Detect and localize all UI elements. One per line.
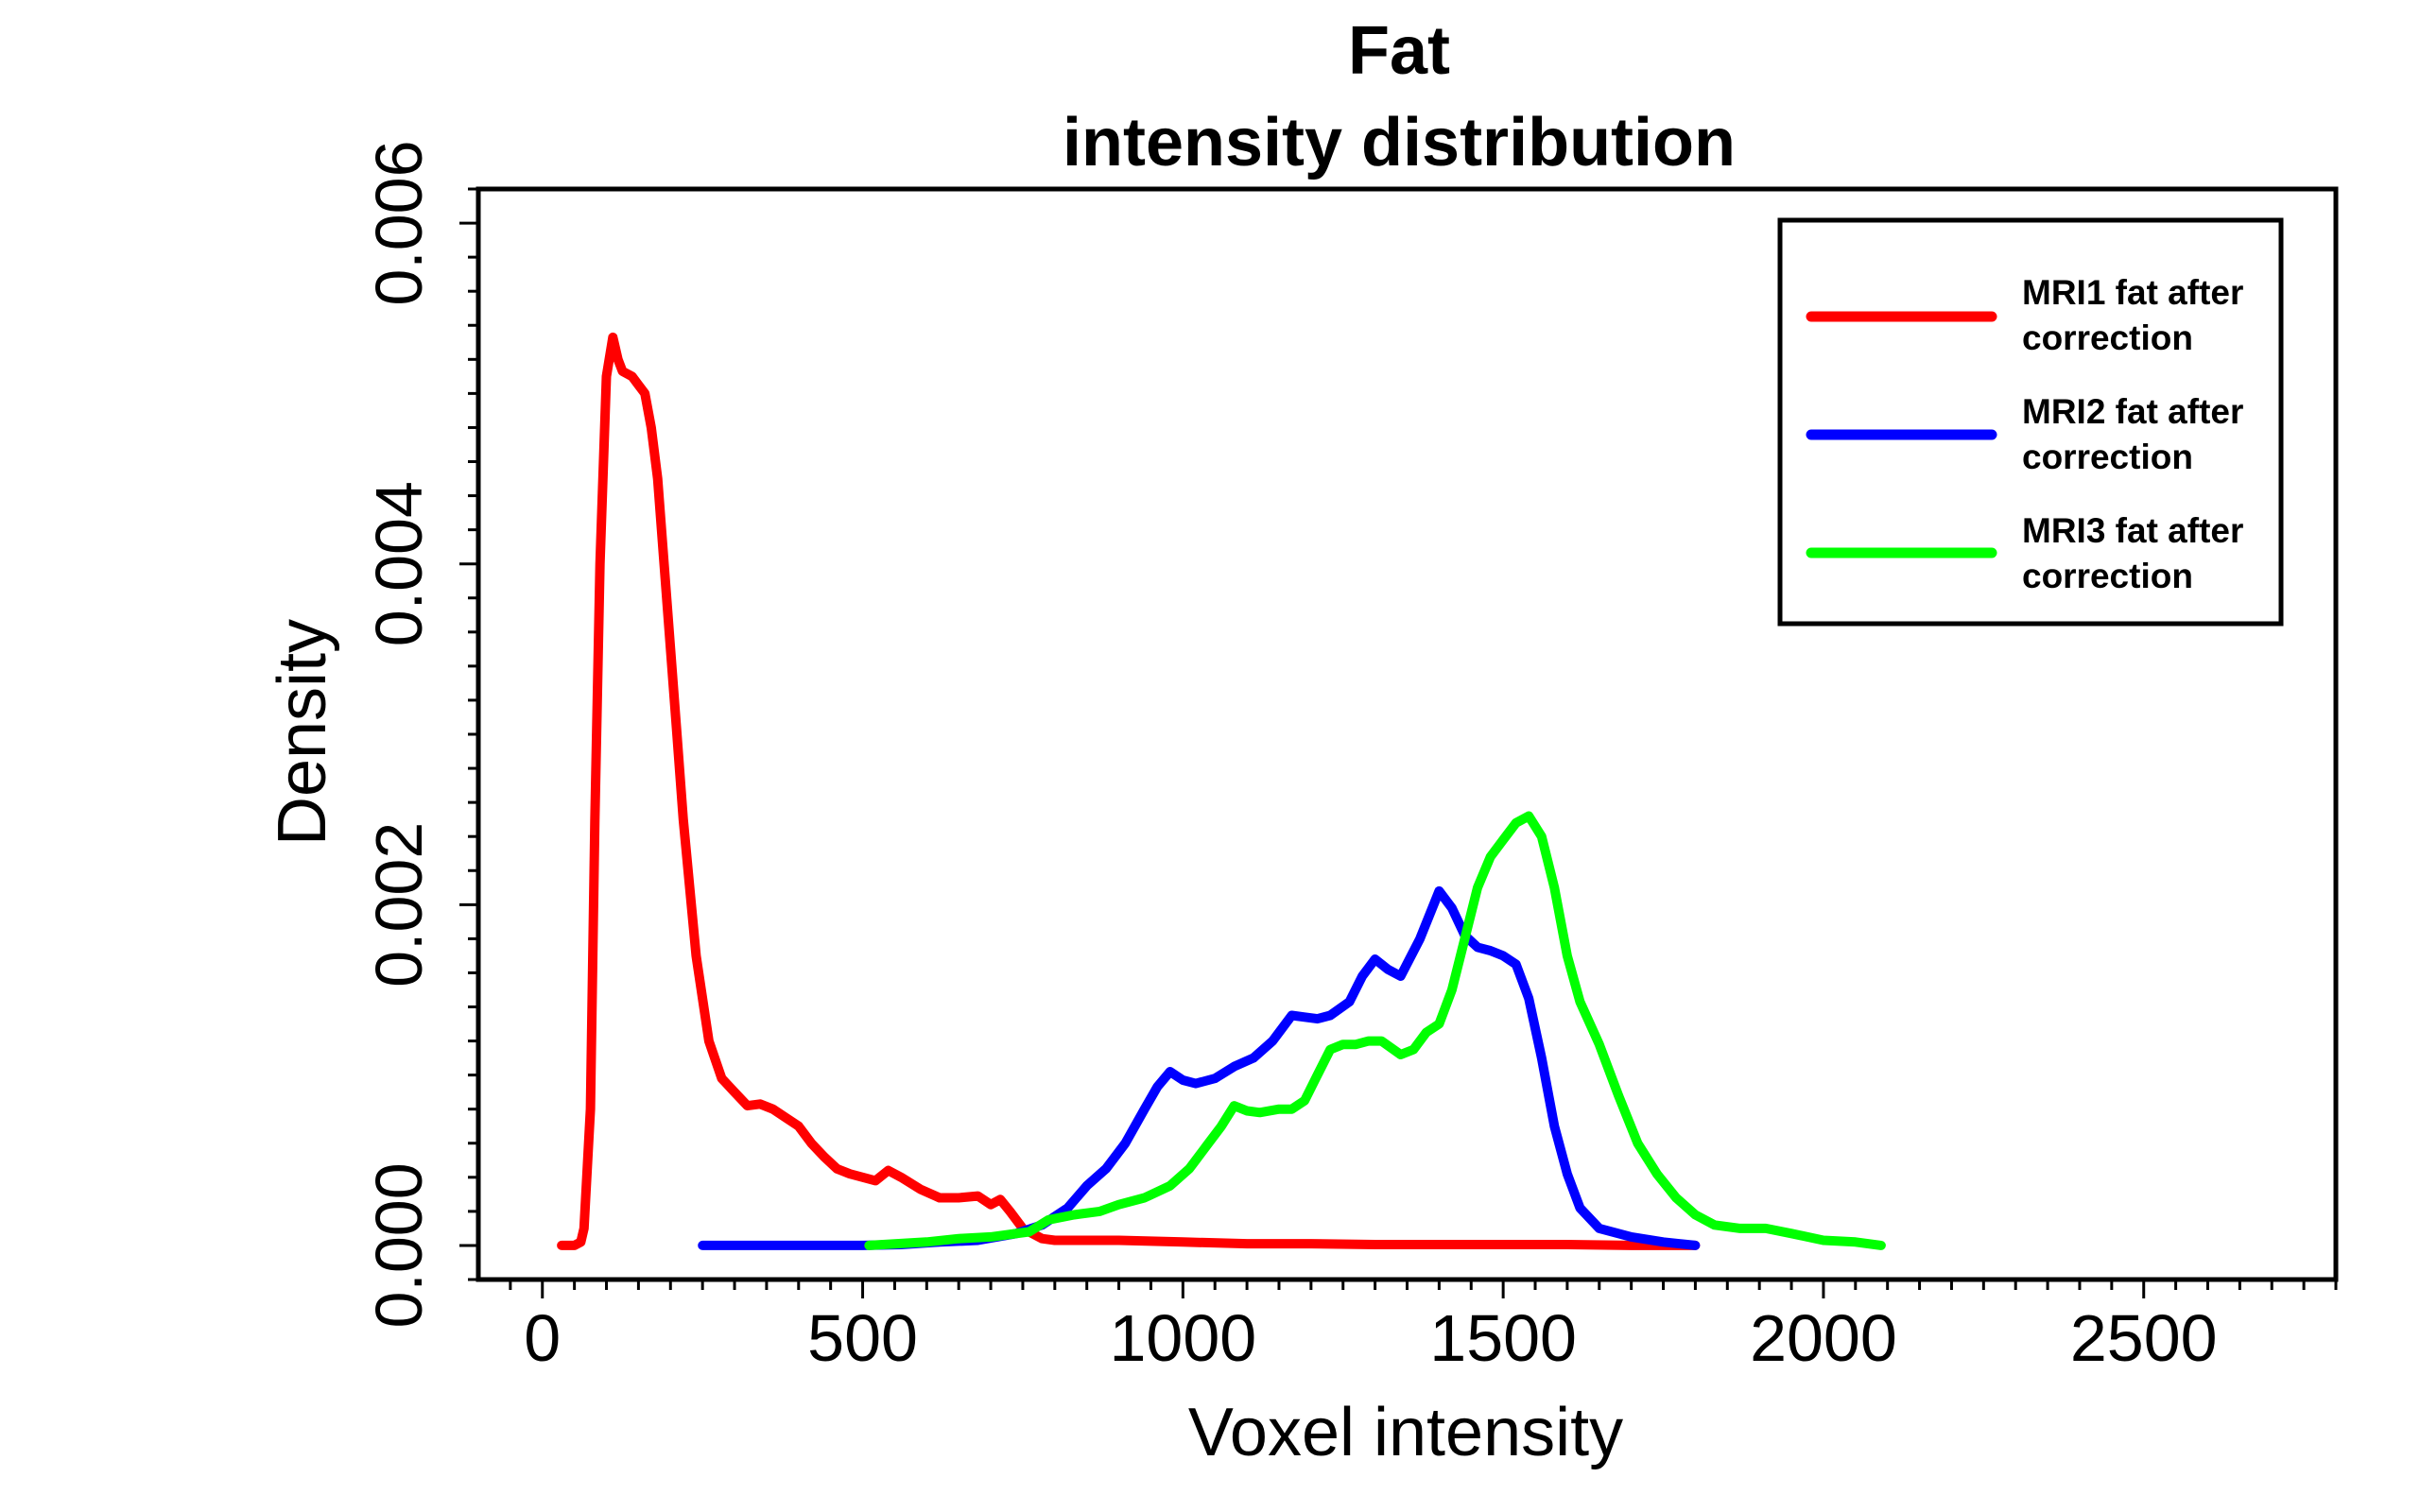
series-line-mri3 bbox=[864, 811, 1886, 1250]
x-tick-label: 1500 bbox=[1429, 1301, 1577, 1375]
x-tick-label: 2000 bbox=[1750, 1301, 1897, 1375]
y-tick-label: 0.000 bbox=[362, 1162, 436, 1328]
chart-title-line1: Fat bbox=[1348, 13, 1450, 89]
legend-label-mri2-line1: MRI2 fat after bbox=[2022, 392, 2243, 431]
series-line-mri2 bbox=[698, 885, 1701, 1250]
legend-label-mri1-line1: MRI1 fat after bbox=[2022, 273, 2243, 312]
x-tick-label: 0 bbox=[524, 1301, 561, 1375]
x-axis: 0 500 1000 1500 2000 2500 bbox=[509, 1280, 2338, 1375]
chart-title-line2: intensity distribution bbox=[1063, 105, 1736, 180]
x-axis-title: Voxel intensity bbox=[1188, 1395, 1623, 1470]
x-tick-label: 1000 bbox=[1109, 1301, 1256, 1375]
legend-label-mri1-line2: correction bbox=[2022, 318, 2193, 357]
y-tick-label: 0.006 bbox=[362, 140, 436, 305]
y-tick-label: 0.002 bbox=[362, 822, 436, 988]
y-axis-title: Density bbox=[265, 619, 340, 846]
legend-label-mri3-line1: MRI3 fat after bbox=[2022, 511, 2243, 550]
y-tick-label: 0.004 bbox=[362, 481, 436, 646]
series-line-mri1 bbox=[557, 332, 1701, 1250]
y-axis: 0.000 0.002 0.004 0.006 bbox=[362, 140, 478, 1329]
x-tick-label: 500 bbox=[807, 1301, 918, 1375]
legend-label-mri2-line2: correction bbox=[2022, 438, 2193, 476]
series-layer bbox=[557, 332, 1886, 1250]
x-tick-label: 2500 bbox=[2070, 1301, 2218, 1375]
legend-label-mri3-line2: correction bbox=[2022, 557, 2193, 595]
legend: MRI1 fat after correction MRI2 fat after… bbox=[1777, 217, 2284, 627]
